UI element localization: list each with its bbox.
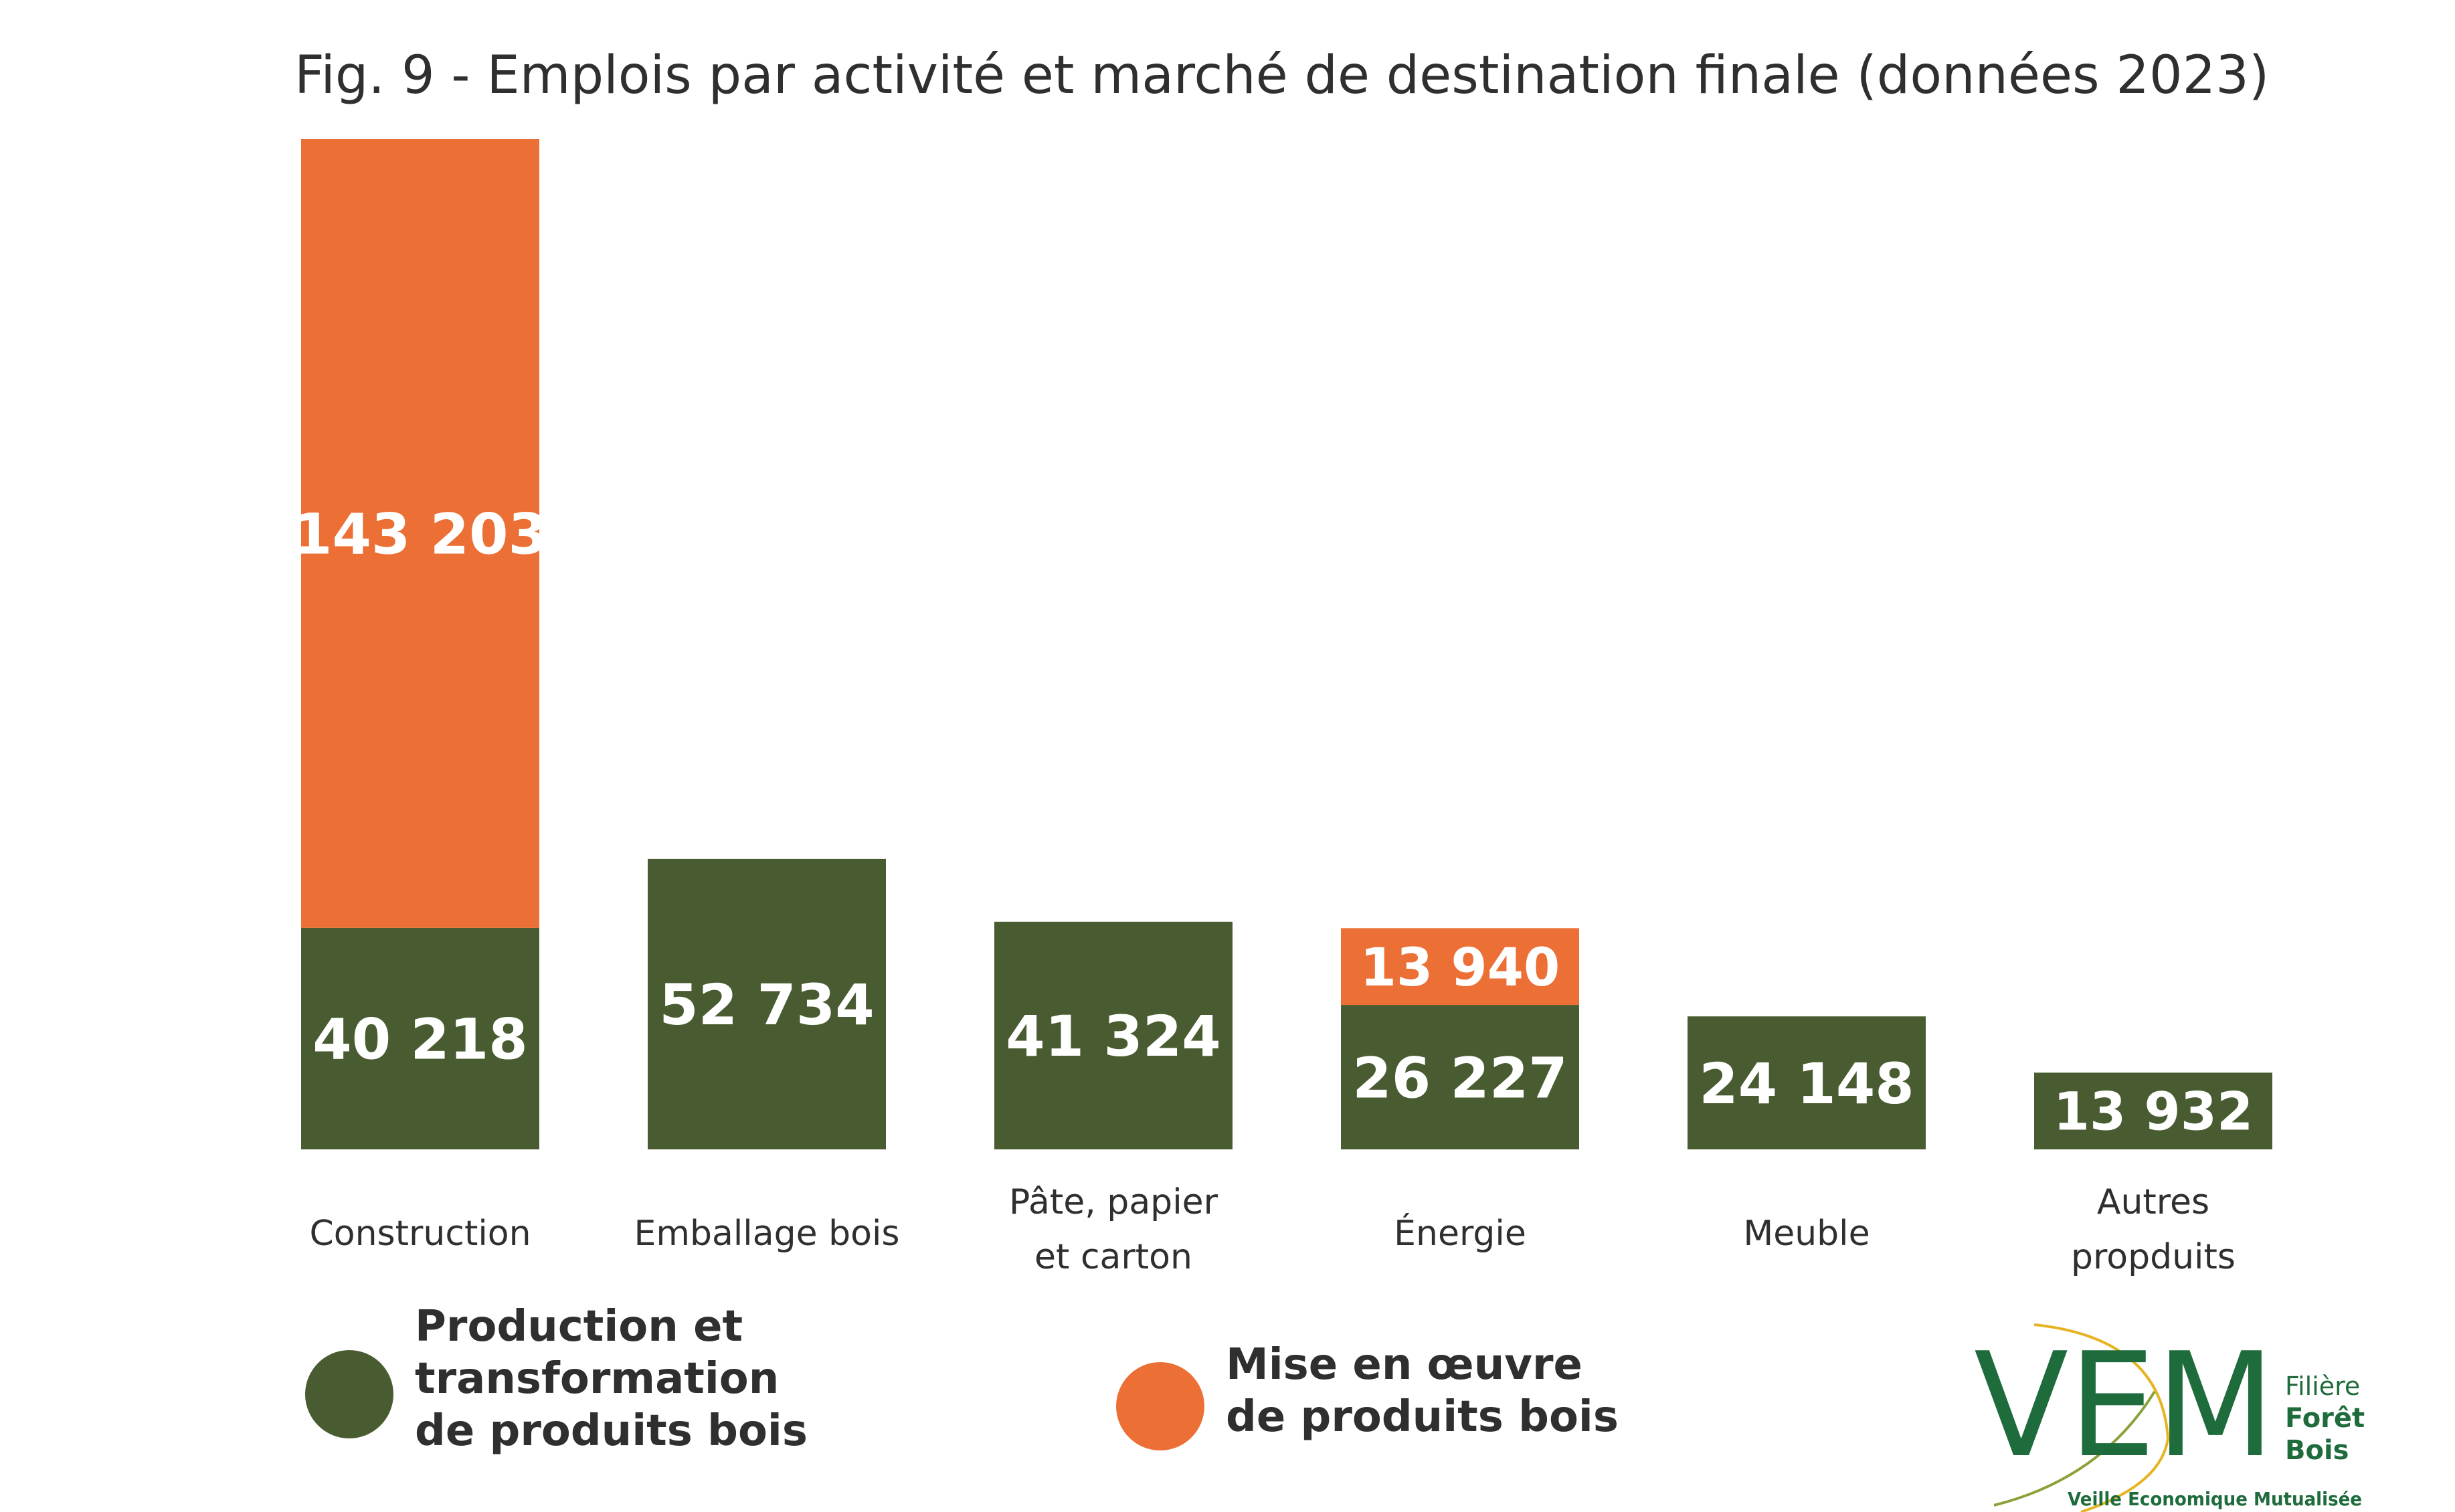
bar-pate-papier-et-carton-series-0 — [994, 921, 1233, 1149]
chart-title: Fig. 9 - Emplois par activité et marché … — [294, 45, 2270, 106]
category-label-meuble: Meuble — [1743, 1214, 1870, 1254]
category-label-line: Autres — [2097, 1182, 2209, 1222]
legend-production: Production et transformation de produits… — [305, 1302, 1111, 1457]
data-label-autres-propduits-series-0: 13 932 — [2054, 1082, 2254, 1143]
vem-logo: VEM Filière Forêt Bois Veille Economique… — [1974, 1321, 2365, 1512]
data-label-emballage-bois-series-0: 52 734 — [659, 972, 874, 1038]
bar-autres-propduits-series-0 — [2034, 1072, 2272, 1149]
bar-emballage-bois-series-0 — [648, 858, 886, 1149]
logo-arc-gold — [2033, 1323, 2170, 1512]
bar-construction-series-1 — [301, 139, 539, 928]
legend-swatch-mise-en-oeuvre — [1116, 1362, 1204, 1450]
category-label-line: Pâte, papier — [1009, 1182, 1218, 1222]
category-label-line: Énergie — [1394, 1213, 1526, 1254]
data-label-energie-series-0: 26 227 — [1352, 1045, 1567, 1111]
data-label-construction-series-1: 143 203 — [293, 502, 547, 567]
legend-line: Mise en œuvre — [1226, 1340, 1582, 1390]
category-label-pate-papier-et-carton: Pâte, papier et carton — [1009, 1182, 1218, 1277]
legend-line: de produits bois — [1226, 1392, 1619, 1442]
bar-energie-series-0 — [1341, 1005, 1579, 1149]
category-label-line: Construction — [309, 1214, 531, 1254]
legend-swatch-production — [305, 1350, 393, 1438]
category-label-line: Meuble — [1743, 1214, 1870, 1254]
bar-construction-series-0 — [301, 927, 539, 1149]
category-label-line: propduits — [2071, 1237, 2236, 1277]
logo-tagline: Veille Economique Mutualisée — [2068, 1488, 2362, 1510]
data-label-meuble-series-0: 24 148 — [1699, 1051, 1914, 1117]
category-label-emballage-bois: Emballage bois — [634, 1214, 899, 1254]
legend-mise-en-oeuvre: Mise en œuvre de produits bois — [1116, 1340, 1922, 1450]
category-label-construction: Construction — [309, 1214, 531, 1254]
logo-line3: Bois — [2285, 1435, 2349, 1466]
bar-meuble-series-0 — [1688, 1016, 1926, 1149]
data-label-construction-series-0: 40 218 — [312, 1007, 527, 1072]
logo-line2: Forêt — [2285, 1403, 2365, 1434]
bar-energie-series-1 — [1341, 928, 1579, 1006]
category-label-energie: Énergie — [1394, 1213, 1526, 1254]
legend-line: de produits bois — [415, 1406, 808, 1456]
data-label-pate-papier-et-carton-series-0: 41 324 — [1006, 1004, 1220, 1069]
category-label-line: Emballage bois — [634, 1214, 899, 1254]
data-label-energie-series-1: 13 940 — [1360, 938, 1560, 998]
legend-label-mise-en-oeuvre: Mise en œuvre de produits bois — [1226, 1339, 1922, 1443]
logo-letters: VEM — [1974, 1321, 2275, 1489]
logo-arc-olive — [1993, 1390, 2156, 1507]
category-label-line: et carton — [1034, 1237, 1192, 1277]
legend-label-production: Production et transformation de produits… — [415, 1301, 1111, 1457]
logo-line1: Filière — [2285, 1372, 2360, 1401]
category-label-autres-propduits: Autres propduits — [2071, 1182, 2236, 1277]
legend-line: Production et transformation — [415, 1302, 780, 1404]
